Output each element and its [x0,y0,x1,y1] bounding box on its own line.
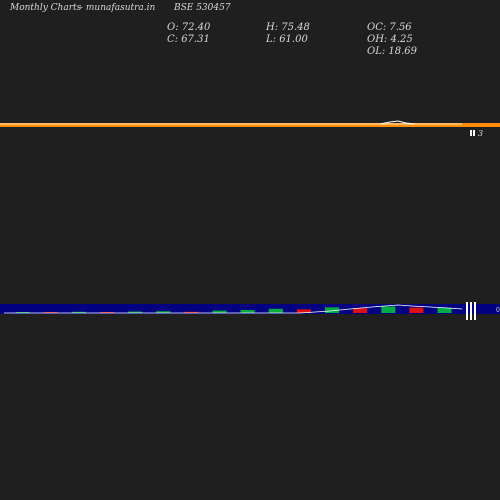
volume-candle [240,310,255,313]
volume-candle [128,311,143,313]
volume-band [0,304,500,314]
price-axis-marker [470,130,475,136]
volume-candle [268,308,283,313]
volume-candle [71,311,86,313]
volume-candle [296,309,311,313]
volume-candle [409,307,424,313]
volume-axis-marker [466,302,476,320]
volume-candle [381,306,396,313]
volume-candle [353,308,368,313]
oh-value: OH: 4.25 [367,34,413,45]
ol-value: OL: 18.69 [367,46,418,57]
open-value: O: 72.40 [167,22,211,33]
price-band [0,123,500,127]
volume-candle [325,307,340,313]
close-value: C: 67.31 [167,34,210,45]
site-label: - munafasutra.in [80,3,156,13]
volume-candle [156,311,171,313]
volume-axis-label: 0 [496,307,500,314]
low-value: L: 61.00 [266,34,308,45]
oc-value: OC: 7.56 [367,22,412,33]
price-bump [379,120,416,125]
volume-line [4,304,463,314]
price-axis-label: 3 [478,129,483,138]
volume-candle [184,311,199,313]
volume-candle [15,312,30,313]
volume-candle [43,312,58,313]
volume-candle [437,307,452,313]
high-value: H: 75.48 [266,22,310,33]
volume-candle [100,312,115,313]
chart-kind-label: Monthly Charts [10,3,82,13]
volume-candle [212,310,227,313]
symbol-label: BSE 530457 [174,3,231,13]
